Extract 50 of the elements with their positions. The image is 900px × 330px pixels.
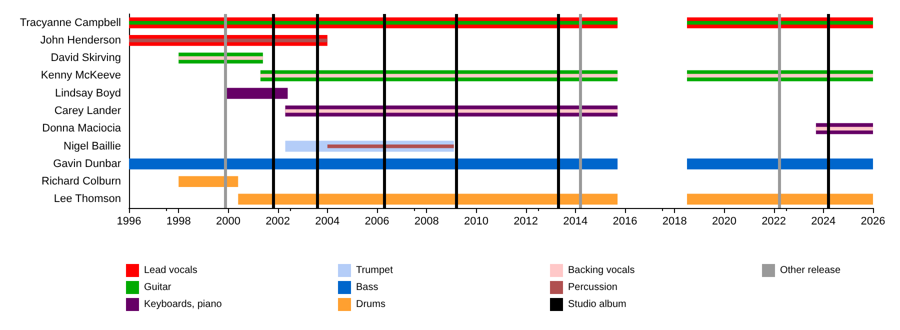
- y-tick-label: Carey Lander: [54, 105, 122, 117]
- legend-label: Bass: [356, 282, 378, 293]
- x-tick-label: 2006: [364, 216, 390, 228]
- bar: [285, 109, 618, 113]
- y-tick-label: Gavin Dunbar: [53, 158, 122, 170]
- y-tick-label: Nigel Baillie: [64, 140, 121, 152]
- bar: [226, 88, 288, 99]
- x-tick-label: 2026: [860, 216, 886, 228]
- legend-label: Studio album: [568, 299, 626, 310]
- legend-label: Keyboards, piano: [144, 299, 222, 310]
- y-tick-label: David Skirving: [50, 52, 121, 64]
- x-tick-label: 2024: [811, 216, 836, 228]
- y-tick-label: Tracyanne Campbell: [20, 16, 121, 29]
- y-tick-label: Lee Thomson: [54, 193, 121, 206]
- x-tick-label: 2008: [414, 216, 439, 228]
- y-tick-label: Richard Colburn: [42, 176, 121, 188]
- x-tick-label: 2004: [315, 216, 340, 228]
- y-tick-label: Kenny McKeeve: [40, 70, 121, 82]
- legend-label: Other release: [780, 265, 842, 276]
- x-tick-label: 2018: [662, 216, 687, 228]
- bar: [687, 74, 873, 78]
- x-tick-label: 2014: [563, 216, 588, 228]
- legend-label: Backing vocals: [568, 265, 635, 276]
- y-tick-label: Lindsay Boyd: [54, 87, 121, 100]
- bar: [260, 74, 618, 78]
- x-tick-label: 1998: [166, 216, 191, 228]
- legend-label: Lead vocals: [144, 265, 198, 276]
- legend-label: Drums: [356, 299, 386, 310]
- x-tick-label: 2000: [216, 216, 240, 228]
- bar: [327, 144, 454, 148]
- x-tick-label: 1996: [116, 216, 142, 228]
- legend-label: Trumpet: [356, 265, 394, 276]
- x-tick-label: 2012: [514, 216, 538, 228]
- bar: [178, 56, 263, 60]
- x-tick-label: 2002: [266, 216, 290, 228]
- x-tick-label: 2010: [464, 216, 488, 228]
- bar: [687, 194, 873, 205]
- y-tick-label: John Henderson: [40, 34, 121, 46]
- x-tick-label: 2020: [712, 216, 736, 228]
- bar: [687, 158, 873, 170]
- legend-label: Percussion: [568, 282, 618, 293]
- bar: [178, 176, 238, 188]
- x-tick-label: 2016: [612, 216, 638, 228]
- bar: [129, 38, 328, 42]
- x-tick-label: 2022: [762, 216, 786, 228]
- y-tick-label: Donna Maciocia: [42, 122, 122, 135]
- bar: [238, 194, 618, 205]
- legend-label: Guitar: [144, 282, 172, 293]
- bar: [816, 126, 873, 130]
- bar: [129, 158, 618, 170]
